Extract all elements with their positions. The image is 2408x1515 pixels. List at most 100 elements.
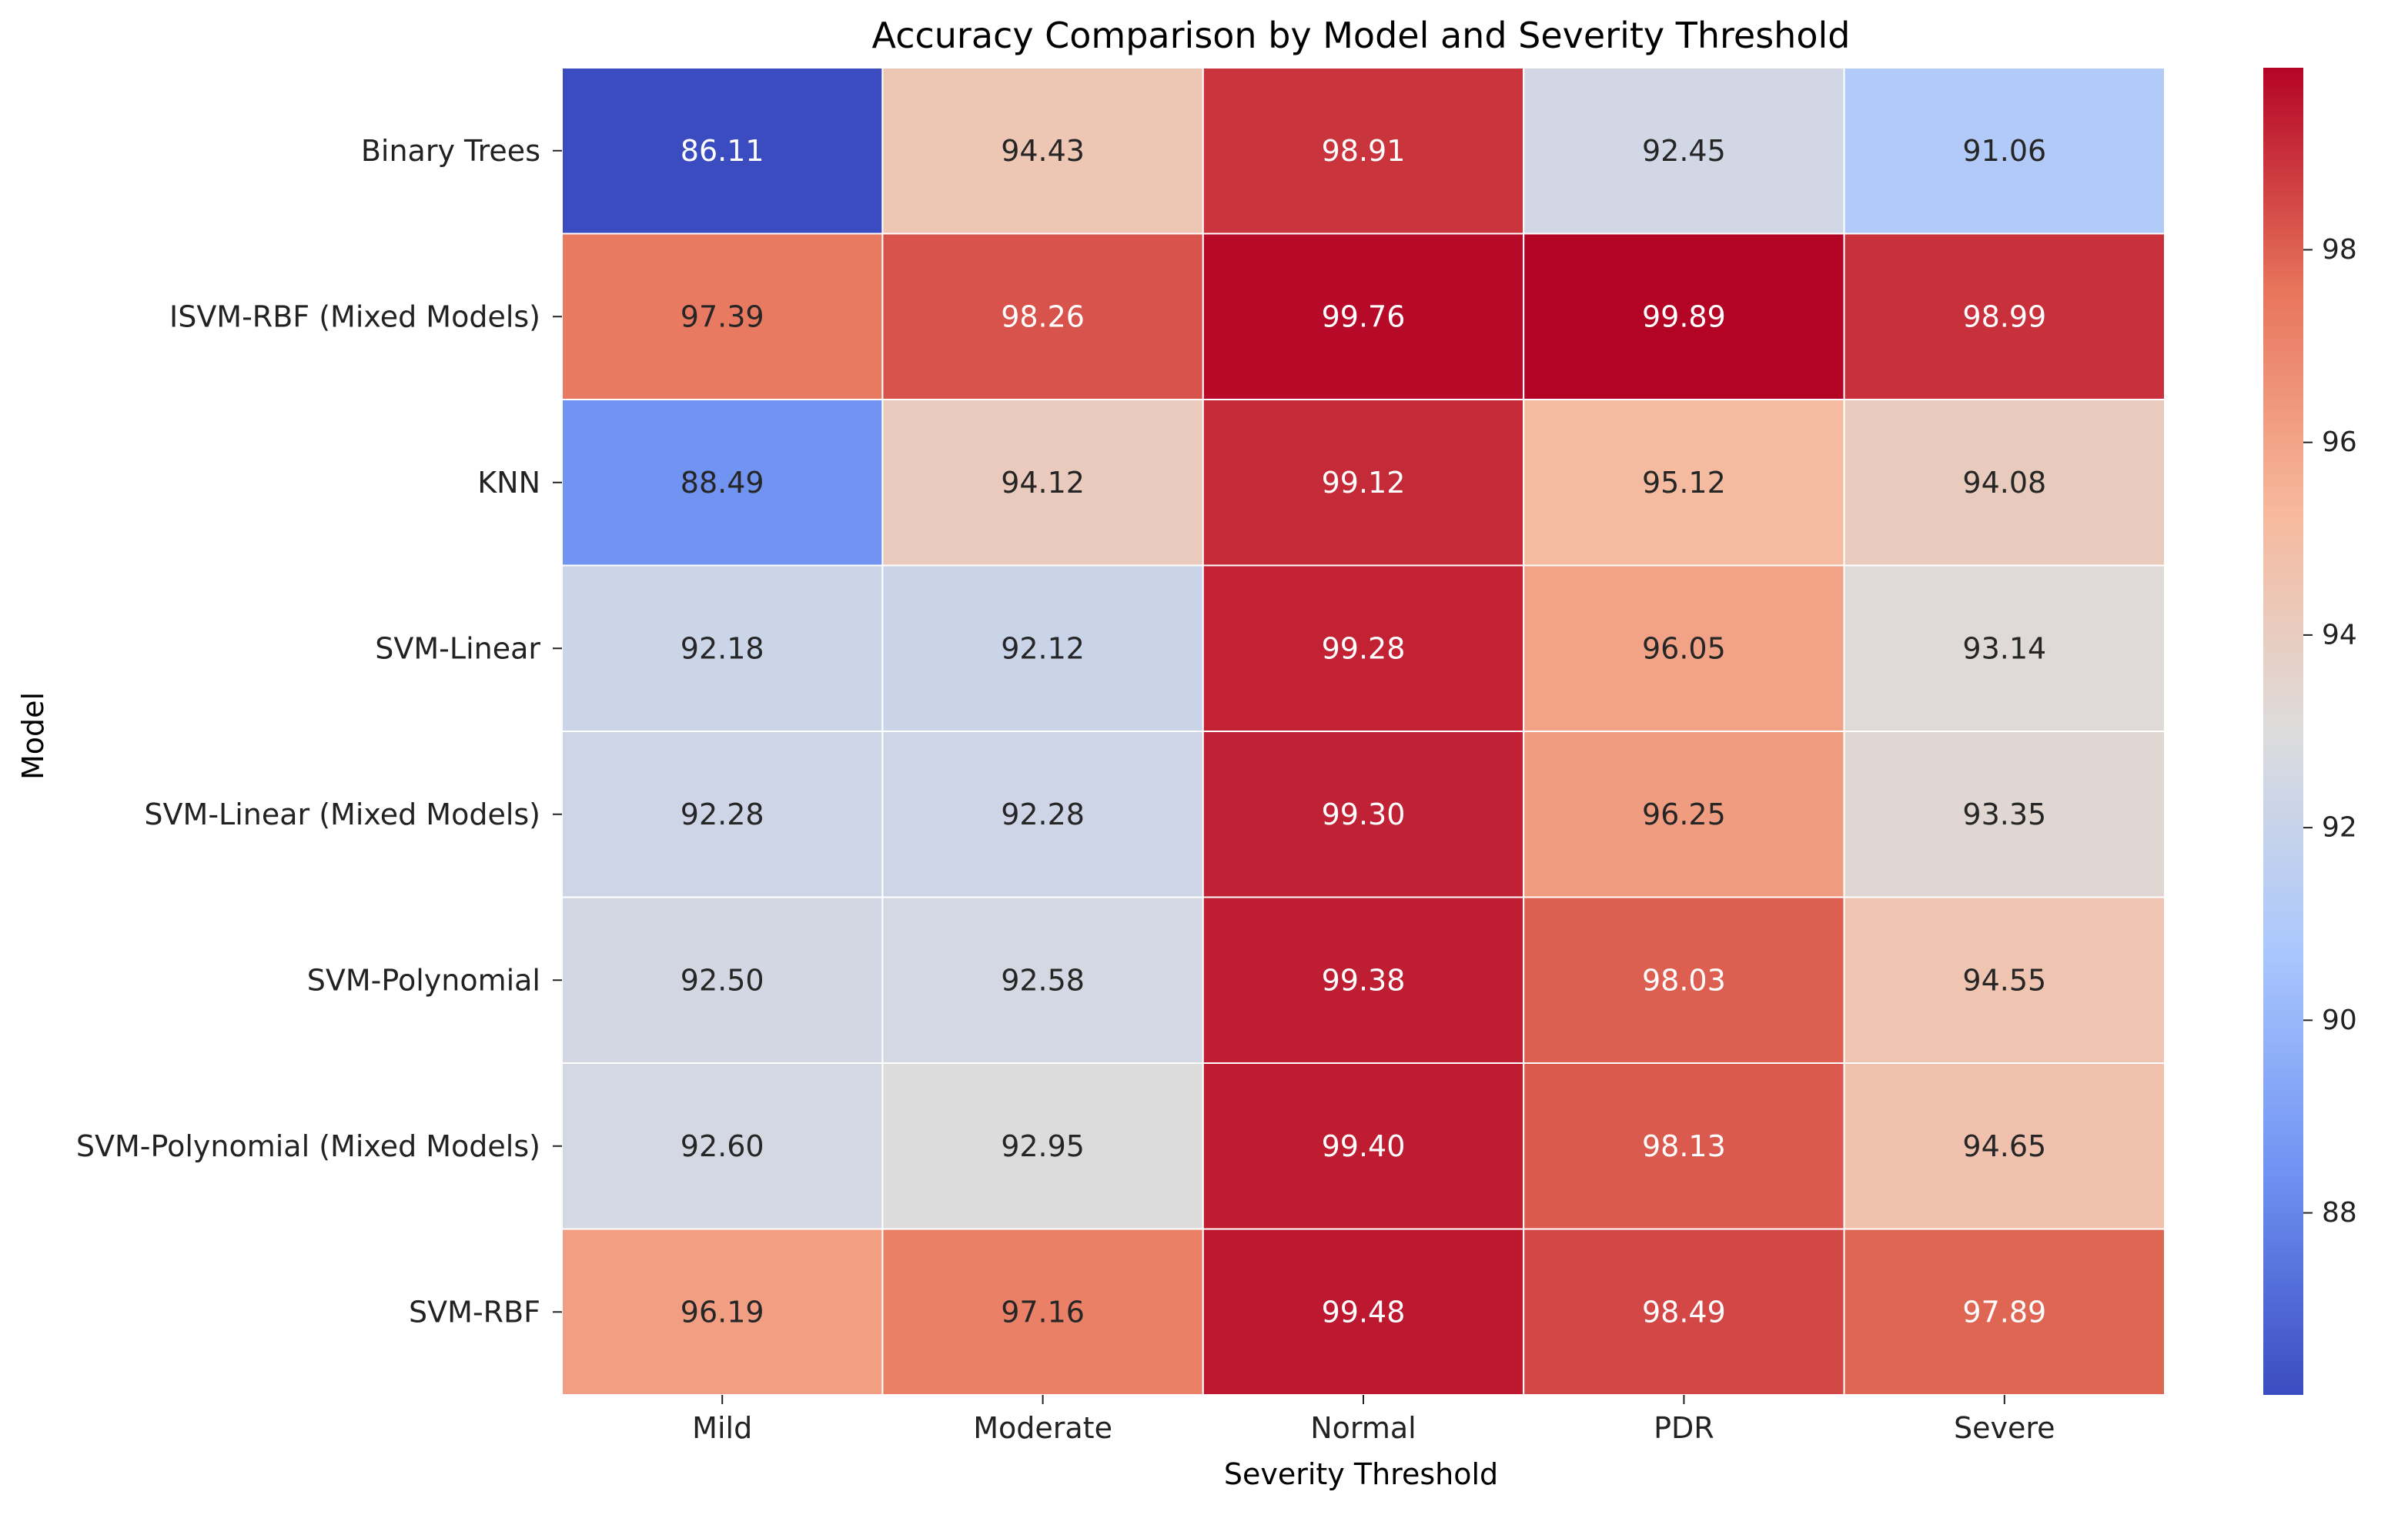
heatmap-cell (881, 1228, 1204, 1396)
heatmap-cell (1202, 399, 1525, 567)
heatmap-cell (1843, 731, 2166, 898)
cell-value-label: 91.06 (1962, 134, 2046, 168)
heatmap-cell (881, 67, 1204, 235)
y-tick-label: SVM-RBF (409, 1295, 540, 1329)
cell-value-label: 98.26 (1001, 299, 1085, 333)
heatmap-cell (1202, 896, 1525, 1064)
heatmap-cell (1843, 67, 2166, 235)
heatmap-cell (561, 232, 884, 400)
y-tick-label: SVM-Linear (375, 631, 540, 665)
cell-value-label: 99.30 (1322, 798, 1406, 831)
cell-value-label: 98.13 (1642, 1129, 1726, 1163)
cell-value-label: 92.60 (681, 1129, 764, 1163)
heatmap-cell (1202, 67, 1525, 235)
y-tick-label: ISVM-RBF (Mixed Models) (169, 299, 540, 333)
cell-value-label: 95.12 (1642, 466, 1726, 500)
cell-value-label: 93.14 (1962, 631, 2046, 665)
cell-value-label: 97.39 (681, 299, 764, 333)
cell-value-label: 96.05 (1642, 631, 1726, 665)
colorbar: 88 90 92 94 96 98 (2263, 68, 2357, 1395)
cell-value-label: 94.55 (1962, 963, 2046, 997)
cell-value-label: 93.35 (1962, 798, 2046, 831)
heatmap-cell (881, 564, 1204, 732)
cell-value-label: 99.28 (1322, 631, 1406, 665)
x-axis-label: Severity Threshold (1224, 1457, 1498, 1491)
heatmap-cell (561, 731, 884, 898)
cell-value-label: 88.49 (681, 466, 764, 500)
y-tick-label: SVM-Linear (Mixed Models) (144, 798, 540, 831)
y-tick-label: KNN (477, 466, 540, 500)
cell-value-label: 92.45 (1642, 134, 1726, 168)
x-tick-label: Severe (1954, 1411, 2055, 1445)
heatmap-cell (1843, 1062, 2166, 1230)
heatmap-cell (1523, 399, 1845, 567)
heatmap-cell (1843, 1228, 2166, 1396)
cell-value-label: 92.95 (1001, 1129, 1085, 1163)
colorbar-tick-label: 92 (2322, 812, 2357, 844)
cell-value-label: 92.28 (1001, 798, 1085, 831)
y-axis-label: Model (16, 692, 50, 780)
heatmap-cell (1843, 399, 2166, 567)
heatmap-cell (1523, 564, 1845, 732)
cell-value-label: 92.50 (681, 963, 764, 997)
colorbar-gradient (2263, 68, 2303, 1395)
y-axis-ticks: Binary Trees ISVM-RBF (Mixed Models) KNN SV… (76, 134, 562, 1329)
cell-value-label: 98.03 (1642, 963, 1726, 997)
heatmap-cell (881, 896, 1204, 1064)
heatmap-cell (1202, 1228, 1525, 1396)
heatmap-cell (1523, 1228, 1845, 1396)
cell-value-label: 92.28 (681, 798, 764, 831)
colorbar-tick-label: 88 (2322, 1197, 2357, 1229)
cell-value-label: 99.89 (1642, 299, 1726, 333)
cell-value-label: 98.99 (1962, 299, 2046, 333)
heatmap-cell-labels: 86.11 94.43 98.91 92.45 91.06 97.39 98.26 99.76… (681, 134, 2046, 1329)
cell-value-label: 99.48 (1322, 1295, 1406, 1329)
y-tick-label: SVM-Polynomial (307, 963, 540, 997)
heatmap-cell (1523, 67, 1845, 235)
heatmap-cell (1843, 896, 2166, 1064)
cell-value-label: 86.11 (681, 134, 764, 168)
heatmap-cell (881, 731, 1204, 898)
cell-value-label: 94.43 (1001, 134, 1085, 168)
cell-value-label: 99.40 (1322, 1129, 1406, 1163)
colorbar-tick-label: 90 (2322, 1005, 2357, 1036)
cell-value-label: 97.16 (1001, 1295, 1085, 1329)
heatmap-cell (1843, 232, 2166, 400)
heatmap-cell (1202, 232, 1525, 400)
chart-title: Accuracy Comparison by Model and Severit… (872, 15, 1851, 56)
cell-value-label: 92.12 (1001, 631, 1085, 665)
heatmap-cell (1202, 564, 1525, 732)
heatmap-cell (561, 1228, 884, 1396)
heatmap-cell (561, 67, 884, 235)
heatmap-cell (1523, 896, 1845, 1064)
cell-value-label: 98.49 (1642, 1295, 1726, 1329)
x-tick-label: Mild (692, 1411, 752, 1445)
cell-value-label: 92.18 (681, 631, 764, 665)
colorbar-tick-label: 94 (2322, 619, 2357, 650)
heatmap-cell (561, 1062, 884, 1230)
y-tick-label: SVM-Polynomial (Mixed Models) (76, 1129, 540, 1163)
cell-value-label: 96.25 (1642, 798, 1726, 831)
heatmap-cells (561, 67, 2166, 1396)
cell-value-label: 99.76 (1322, 299, 1406, 333)
cell-value-label: 96.19 (681, 1295, 764, 1329)
colorbar-tick-label: 98 (2322, 234, 2357, 266)
x-tick-label: PDR (1654, 1411, 1714, 1445)
x-axis-ticks: Mild Moderate Normal PDR Severe (692, 1395, 2055, 1445)
cell-value-label: 94.12 (1001, 466, 1085, 500)
x-tick-label: Moderate (973, 1411, 1112, 1445)
heatmap-cell (1843, 564, 2166, 732)
cell-value-label: 94.08 (1962, 466, 2046, 500)
cell-value-label: 99.38 (1322, 963, 1406, 997)
cell-value-label: 98.91 (1322, 134, 1406, 168)
y-tick-label: Binary Trees (361, 134, 540, 168)
heatmap-cell (881, 399, 1204, 567)
heatmap-cell (1202, 731, 1525, 898)
x-tick-label: Normal (1310, 1411, 1416, 1445)
cell-value-label: 99.12 (1322, 466, 1406, 500)
heatmap-cell (1523, 1062, 1845, 1230)
cell-value-label: 97.89 (1962, 1295, 2046, 1329)
colorbar-tick-label: 96 (2322, 426, 2357, 458)
